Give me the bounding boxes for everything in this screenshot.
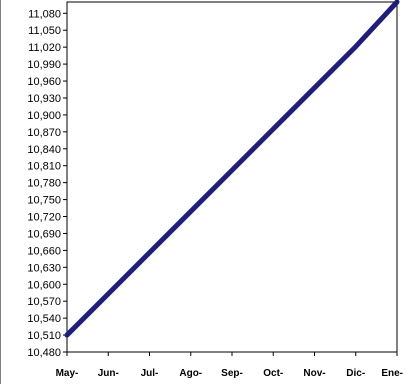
x-tick-label: May- — [56, 368, 79, 379]
y-tick-label: 10,660 — [27, 245, 61, 257]
y-tick-label: 10,900 — [27, 110, 61, 122]
y-tick-label: 11,020 — [28, 42, 61, 54]
y-tick-label: 10,930 — [27, 93, 61, 105]
y-tick-label: 10,630 — [27, 262, 61, 274]
y-tick-label: 10,570 — [27, 296, 61, 308]
y-tick-label: 10,870 — [27, 127, 61, 139]
series-layer — [64, 0, 400, 338]
y-tick-label: 10,540 — [27, 313, 61, 325]
y-tick-label: 10,750 — [27, 195, 61, 207]
y-axis: 10,480 10,510 10,540 10,570 10,600 10,630 10,6… — [27, 8, 67, 359]
y-tick-label: 10,480 — [27, 347, 61, 359]
x-tick-label: Jun- — [98, 368, 119, 379]
y-tick-label: 10,600 — [27, 279, 61, 291]
y-tick-label: 10,510 — [27, 330, 61, 342]
y-tick-label: 10,840 — [27, 144, 61, 156]
y-tick-label: 10,810 — [27, 161, 61, 173]
y-tick-label: 10,690 — [27, 228, 61, 240]
x-tick-label: Nov- — [303, 368, 325, 379]
series-line — [64, 0, 400, 338]
y-tick-label: 10,780 — [27, 178, 61, 190]
y-tick-label: 10,960 — [27, 76, 61, 88]
x-tick-label: Sep- — [221, 368, 243, 379]
y-tick-label: 11,050 — [28, 25, 61, 37]
x-tick-label: Oct- — [263, 368, 283, 379]
y-tick-label: 10,720 — [27, 212, 61, 224]
x-tick-label: Ago- — [179, 368, 202, 379]
x-tick-label: Ene- — [381, 368, 403, 379]
y-tick-label: 10,990 — [27, 59, 61, 71]
x-tick-label: Jul- — [141, 368, 159, 379]
x-tick-label: Dic- — [346, 368, 365, 379]
y-tick-label: 11,080 — [28, 8, 61, 20]
x-axis: May- Jun- Jul- Ago- Sep- Oct- Nov- Dic- Ene- — [56, 352, 403, 379]
